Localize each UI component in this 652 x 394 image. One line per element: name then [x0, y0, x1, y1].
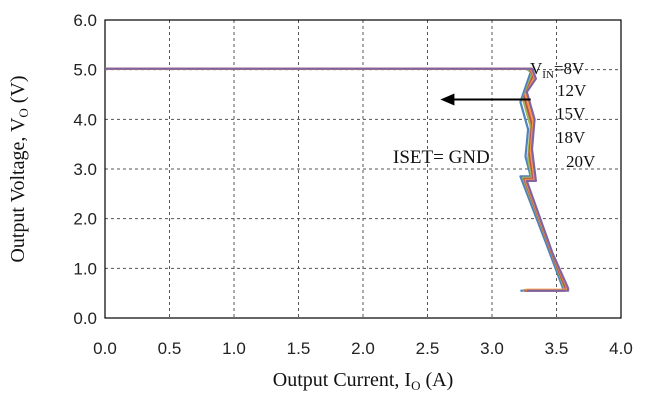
y-tick-label-4: 4.0 — [73, 110, 97, 129]
y-tick-label-3: 3.0 — [73, 160, 97, 179]
arrow-head — [440, 93, 455, 106]
x-axis-title-sub: O — [411, 378, 420, 393]
y-tick-label-5: 5.0 — [73, 61, 97, 80]
y-tick-label-1: 1.0 — [73, 259, 97, 278]
vin-label-12v: 12V — [557, 81, 587, 100]
x-axis-title-unit: (A) — [420, 369, 453, 391]
x-axis-ticks: 0.0 0.5 1.0 1.5 2.0 2.5 3.0 3.5 4.0 — [93, 339, 633, 358]
y-axis-title-main: Output Voltage, V — [7, 117, 29, 263]
x-tick-label-6: 3.0 — [480, 339, 504, 358]
vin-value-8v: =8V — [554, 59, 585, 78]
series-line-4 — [105, 67, 570, 292]
vin-prefix: V — [530, 59, 543, 78]
x-tick-label-1: 0.5 — [158, 339, 182, 358]
vin-label-15v: 15V — [556, 104, 586, 123]
vin-prefix-sub: IN — [542, 69, 554, 81]
y-axis-title: Output Voltage, VO (V) — [7, 75, 31, 262]
plot-area-border — [104, 19, 622, 319]
vin-labels: VIN=8V 12V 15V 18V 20V — [530, 59, 596, 171]
y-tick-label-0: 0.0 — [73, 309, 97, 328]
x-tick-label-2: 1.0 — [222, 339, 246, 358]
vin-label-20v: 20V — [566, 152, 596, 171]
x-tick-label-8: 4.0 — [609, 339, 633, 358]
x-tick-label-5: 2.5 — [416, 339, 440, 358]
data-series — [105, 67, 570, 292]
x-tick-label-4: 2.0 — [351, 339, 375, 358]
x-tick-label-3: 1.5 — [287, 339, 311, 358]
y-axis-title-unit: (V) — [7, 75, 29, 108]
direction-arrow — [440, 93, 531, 106]
y-tick-label-6: 6.0 — [73, 11, 97, 30]
y-axis-ticks: 0.0 1.0 2.0 3.0 4.0 5.0 6.0 — [73, 11, 97, 328]
x-tick-label-7: 3.5 — [545, 339, 569, 358]
y-tick-label-2: 2.0 — [73, 210, 97, 229]
x-axis-title-main: Output Current, I — [273, 369, 411, 391]
vin-label-8v: VIN=8V — [530, 59, 585, 81]
y-axis-title-sub: O — [16, 108, 31, 117]
vin-label-18v: 18V — [556, 128, 586, 147]
iset-annotation: ISET= GND — [393, 147, 490, 168]
x-axis-title: Output Current, IO (A) — [273, 369, 453, 393]
x-tick-label-0: 0.0 — [93, 339, 117, 358]
